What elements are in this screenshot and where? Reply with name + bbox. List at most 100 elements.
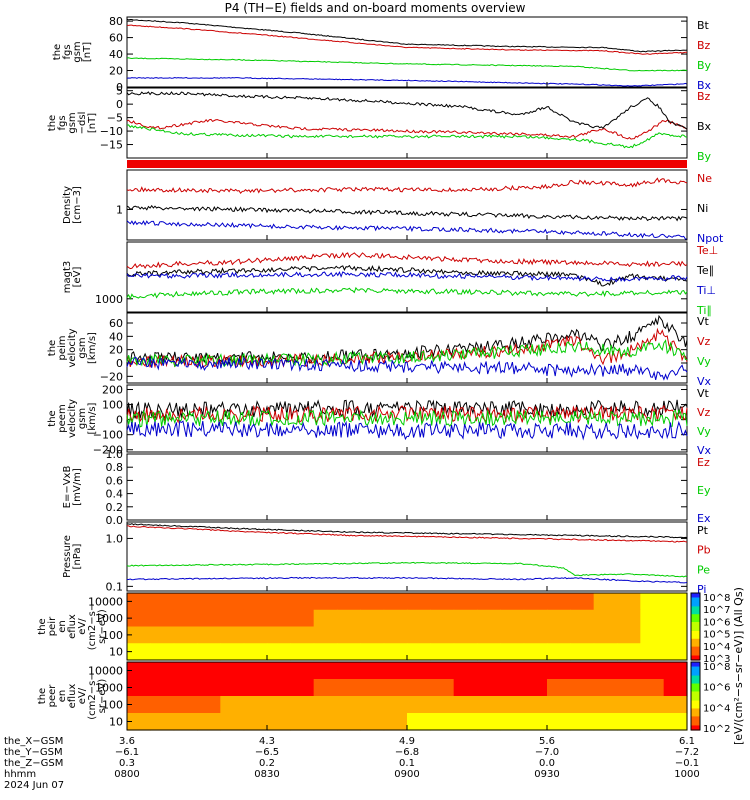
colorbar-cell (691, 644, 700, 647)
colorbar-cell (691, 666, 700, 669)
colorbar-cell (691, 719, 700, 722)
colorbar-cell (691, 699, 700, 702)
colorbar-cell (691, 668, 700, 671)
y-axis-label: Pressure (62, 535, 73, 578)
heatmap-cell (570, 679, 595, 697)
colorbar-cell (691, 685, 700, 688)
series-Ti⊥-line (126, 270, 688, 283)
heatmap-cell (570, 593, 595, 611)
heatmap-cell (407, 662, 431, 680)
y-axis-label: gsm (67, 112, 78, 133)
colorbar-cell (691, 613, 700, 615)
heatmap-cell (290, 679, 315, 697)
colorbar-cell (691, 636, 700, 639)
y-tick-label: 1 (116, 203, 123, 216)
colorbar-cell (691, 653, 700, 656)
y-axis-label: gsm (77, 408, 88, 429)
heatmap-cell (383, 593, 408, 611)
heatmap-cell (523, 679, 548, 697)
heatmap-cell (570, 643, 595, 661)
y-axis-label: eflux (67, 684, 78, 709)
colorbar-cell (691, 619, 700, 622)
legend-By: By (697, 59, 712, 72)
series-Vt-line (126, 399, 688, 419)
heatmap-cell (290, 713, 315, 731)
y-tick-label: 0 (116, 414, 123, 427)
heatmap-cell (197, 679, 221, 697)
heatmap-cell (430, 593, 455, 611)
heatmap-cell (313, 609, 338, 628)
colorbar-cell (691, 683, 700, 686)
heatmap-cell (127, 593, 151, 611)
x-tick-label: −7.0 (535, 747, 559, 758)
y-tick-label: 1000 (95, 293, 123, 306)
colorbar-cell (691, 607, 700, 610)
colorbar-cell (691, 649, 700, 652)
heatmap-cell (430, 662, 455, 680)
y-tick-label: −100 (93, 429, 123, 442)
x-tick-label: 0.1 (399, 758, 415, 769)
colorbar-cell (691, 694, 700, 697)
colorbar-cell (691, 597, 700, 600)
heatmap-cell (127, 713, 151, 731)
y-tick-label: 1000 (95, 612, 123, 625)
y-tick-label: 0.4 (106, 488, 124, 501)
heatmap-cell (523, 643, 548, 661)
heatmap-cell (477, 662, 501, 680)
x-tick-label: 5.6 (539, 736, 555, 747)
y-tick-label: 80 (109, 15, 123, 28)
heatmap-cell (500, 696, 525, 714)
heatmap-cell (360, 696, 385, 714)
y-axis-label: peim (57, 335, 68, 360)
heatmap-cell (430, 643, 455, 661)
colorbar-cell (691, 629, 700, 632)
y-tick-label: 1000 (95, 682, 123, 695)
heatmap-cell (337, 679, 361, 697)
colorbar-cell (691, 691, 700, 694)
heatmap-cell (500, 662, 525, 680)
y-axis-label: (cm2−s− (87, 672, 98, 719)
colorbar-cell (691, 610, 700, 613)
colorbar-cell (691, 654, 700, 657)
heatmap-cell (523, 626, 548, 644)
legend-Vt: Vt (697, 387, 710, 400)
heatmap-cell (267, 662, 291, 680)
y-tick-label: 10 (109, 646, 123, 659)
heatmap-cell (290, 609, 315, 628)
heatmap-cell (477, 626, 501, 644)
heatmap-cell (127, 609, 151, 628)
colorbar-cell (691, 693, 700, 696)
legend-Te⊥: Te⊥ (696, 244, 718, 257)
y-tick-label: 100 (102, 399, 123, 412)
y-tick-label: 40 (109, 330, 123, 343)
colorbar-cell (691, 614, 700, 616)
heatmap-cell (173, 696, 198, 714)
heatmap-cell (127, 696, 151, 714)
legend-Ni: Ni (697, 202, 708, 215)
heatmap-cell (500, 609, 525, 628)
colorbar-cell (691, 727, 700, 730)
heatmap-cell (547, 713, 571, 731)
panel-frame (126, 453, 688, 521)
heatmap-cell (243, 696, 268, 714)
colorbar-cell (691, 604, 700, 606)
colorbar-cell (691, 595, 700, 597)
y-tick-label: 20 (109, 344, 123, 357)
colorbar-cell (691, 611, 700, 614)
heatmap-cell (407, 696, 431, 714)
colorbar-cell (691, 669, 700, 672)
series-Pb-line (126, 525, 688, 543)
colorbar-cell (691, 716, 700, 719)
heatmap-cell (477, 713, 501, 731)
colorbar-cell (691, 627, 700, 630)
colorbar-cell (691, 713, 700, 715)
heatmap-cell (640, 679, 665, 697)
colorbar-cell (691, 637, 700, 640)
series-By-line (126, 57, 688, 72)
colorbar-cell (691, 635, 700, 638)
heatmap-cell (383, 696, 408, 714)
heatmap-cell (593, 696, 618, 714)
heatmap-cell (430, 626, 455, 644)
heatmap-cell (127, 679, 151, 697)
heatmap-cell (173, 643, 198, 661)
